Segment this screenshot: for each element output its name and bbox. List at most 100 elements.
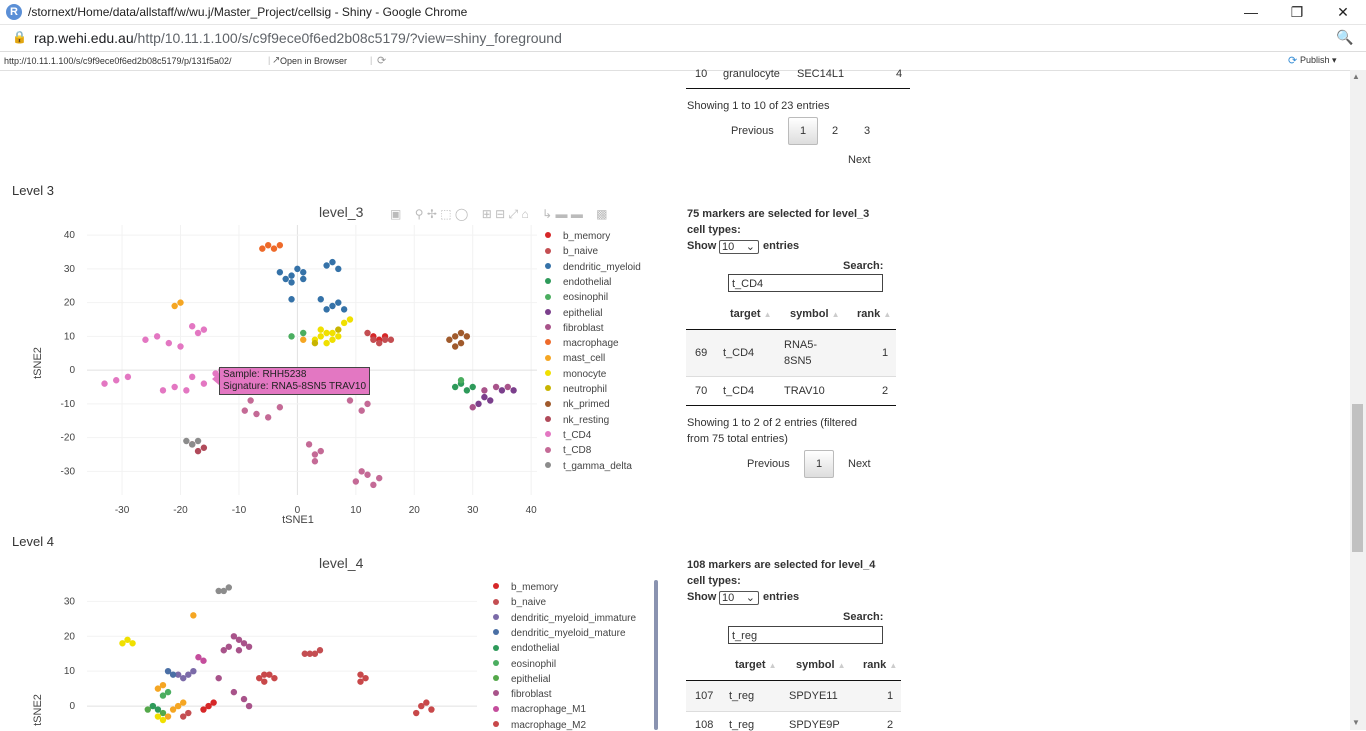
legend-item[interactable]: nk_resting (545, 415, 609, 426)
legend-item[interactable]: monocyte (545, 369, 606, 380)
top-table-next[interactable]: Next (848, 154, 871, 166)
scatter-point[interactable] (311, 339, 319, 347)
scatter-point[interactable] (230, 688, 238, 696)
scatter-point[interactable] (264, 414, 272, 421)
legend-item[interactable]: nk_primed (545, 399, 610, 410)
scatter-point[interactable] (177, 343, 184, 350)
scatter-point[interactable] (357, 678, 364, 685)
legend-item[interactable]: t_CD4 (545, 430, 591, 441)
refresh-icon[interactable]: ⟳ (377, 55, 387, 67)
scatter-point[interactable] (446, 336, 453, 343)
level4-entries-select[interactable]: 10 ⌄ (719, 591, 759, 605)
scatter-point[interactable] (171, 383, 178, 391)
scatter-point[interactable] (200, 380, 208, 387)
spike-lines-icon[interactable]: ↳ (542, 207, 553, 221)
scatter-point[interactable] (185, 709, 192, 717)
scatter-point[interactable] (300, 336, 307, 343)
level3-entries-select[interactable]: 10 ⌄ (719, 240, 759, 254)
legend-item[interactable]: epithelial (493, 674, 550, 685)
address-bar[interactable]: 🔒 rap.wehi.edu.au/http/10.11.1.100/s/c9f… (0, 25, 1366, 52)
level4-col-rank[interactable]: rank ▲ (863, 659, 898, 671)
scatter-point[interactable] (300, 275, 307, 283)
scatter-point[interactable] (119, 640, 126, 647)
open-browser-icon[interactable]: ↗ (272, 55, 281, 66)
level4-scatter-plot[interactable]: 0 10 20 30 tSNE2 (0, 575, 480, 730)
scatter-point[interactable] (323, 329, 330, 337)
legend-item[interactable]: dendritic_myeloid (545, 262, 641, 273)
scatter-point[interactable] (220, 647, 227, 654)
scatter-point[interactable] (352, 478, 360, 485)
scatter-point[interactable] (188, 441, 196, 448)
scatter-point[interactable] (165, 339, 173, 347)
scatter-point[interactable] (149, 702, 157, 710)
scatter-point[interactable] (323, 339, 330, 347)
scatter-point[interactable] (510, 387, 517, 394)
scatter-point[interactable] (457, 377, 465, 384)
legend-item[interactable]: b_memory (545, 231, 610, 242)
page-scrollbar[interactable] (1350, 70, 1366, 730)
top-table-page-1[interactable]: 1 (788, 117, 818, 145)
level4-search-input[interactable]: t_reg (728, 626, 883, 644)
level3-scatter-plot[interactable]: -30 -20 -10 0 10 20 30 40 -30 -20 -10 0 10 20 30 40 tSN… (0, 215, 540, 530)
scatter-point[interactable] (487, 397, 494, 404)
scatter-point[interactable] (276, 269, 284, 276)
scatter-point[interactable] (362, 674, 369, 682)
scatter-point[interactable] (306, 650, 314, 657)
scatter-point[interactable] (169, 671, 177, 678)
scatter-point[interactable] (271, 674, 278, 682)
scatter-point[interactable] (180, 674, 187, 682)
legend-item[interactable]: endothelial (545, 277, 611, 288)
close-icon[interactable]: ✕ (1337, 4, 1349, 20)
scatter-point[interactable] (276, 242, 284, 249)
scatter-point[interactable] (364, 400, 371, 408)
scatter-point[interactable] (357, 671, 364, 678)
scatter-point[interactable] (159, 692, 167, 699)
scatter-point[interactable] (200, 444, 208, 451)
legend-item[interactable]: b_naive (493, 597, 546, 608)
scatter-point[interactable] (498, 387, 506, 394)
legend-item[interactable]: b_naive (545, 246, 598, 257)
scatter-point[interactable] (177, 299, 184, 306)
scroll-up-icon[interactable]: ▲ (1352, 72, 1360, 81)
scatter-point[interactable] (451, 333, 459, 340)
scatter-point[interactable] (463, 333, 471, 340)
scatter-point[interactable] (154, 713, 162, 720)
scatter-point[interactable] (194, 437, 202, 445)
scatter-point[interactable] (240, 695, 248, 703)
level4-col-target[interactable]: target ▲ (735, 659, 777, 671)
zoom-icon[interactable]: 🔍 (1336, 29, 1354, 45)
scatter-point[interactable] (329, 258, 336, 266)
scatter-point[interactable] (317, 326, 324, 333)
scatter-point[interactable] (387, 336, 395, 343)
minimize-icon[interactable]: — (1244, 4, 1258, 20)
scatter-point[interactable] (451, 383, 459, 391)
scatter-point[interactable] (335, 299, 342, 306)
zoom-out-icon[interactable]: ⊟ (495, 207, 506, 221)
scatter-point[interactable] (301, 650, 308, 657)
top-table-page-2[interactable]: 2 (832, 125, 839, 137)
scatter-point[interactable] (451, 343, 459, 350)
scatter-point[interactable] (335, 333, 342, 340)
legend-item[interactable]: dendritic_myeloid_mature (493, 628, 626, 639)
scatter-point[interactable] (190, 612, 197, 619)
scatter-point[interactable] (340, 306, 348, 313)
scatter-point[interactable] (215, 587, 222, 595)
scatter-point[interactable] (129, 640, 136, 647)
scatter-point[interactable] (261, 671, 268, 678)
scatter-point[interactable] (253, 410, 260, 418)
scatter-point[interactable] (364, 471, 371, 478)
scatter-point[interactable] (180, 699, 187, 706)
scatter-point[interactable] (329, 329, 336, 337)
legend-item[interactable]: macrophage_M1 (493, 704, 586, 715)
scatter-point[interactable] (317, 447, 324, 455)
plotly-logo-icon[interactable]: ▩ (596, 207, 608, 221)
legend-item[interactable]: macrophage (545, 338, 619, 349)
scatter-point[interactable] (276, 404, 284, 411)
scatter-point[interactable] (240, 640, 248, 647)
scatter-point[interactable] (180, 713, 187, 720)
scatter-point[interactable] (463, 387, 471, 394)
scatter-point[interactable] (113, 377, 120, 384)
scatter-point[interactable] (256, 674, 263, 682)
autoscale-icon[interactable]: ⤢ (508, 207, 519, 221)
hover-closest-icon[interactable]: ▬ (555, 207, 568, 221)
